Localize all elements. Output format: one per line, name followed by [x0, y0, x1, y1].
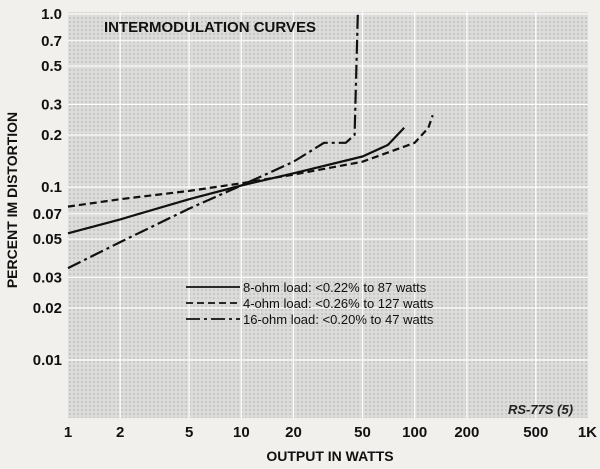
series-line-2: [67, 114, 434, 208]
x-tick-label: 200: [454, 424, 479, 441]
x-axis-ticks: 1 2 5 10 20 50 100 200 500 1K: [64, 424, 597, 441]
y-tick-label: 0.1: [41, 179, 62, 196]
y-tick-label: 0.07: [33, 206, 62, 223]
y-axis-ticks: 1.0 0.7 0.5 0.3 0.2 0.1 0.07 0.05 0.03 0.02 0.01: [33, 6, 62, 369]
y-axis-title: PERCENT IM DISTORTION: [4, 112, 20, 288]
y-tick-label: 1.0: [41, 6, 62, 23]
grid-lines: [68, 12, 588, 418]
legend-label: 8-ohm load: <0.22% to 87 watts: [243, 280, 427, 295]
legend-label: 16-ohm load: <0.20% to 47 watts: [243, 312, 434, 327]
chart-title: INTERMODULATION CURVES: [104, 19, 316, 36]
y-tick-label: 0.02: [33, 300, 62, 317]
figure-reference: RS-77S (5): [508, 402, 573, 417]
x-tick-label: 10: [233, 424, 250, 441]
x-tick-label: 2: [116, 424, 124, 441]
y-tick-label: 0.03: [33, 269, 62, 286]
legend-label: 4-ohm load: <0.26% to 127 watts: [243, 296, 434, 311]
x-tick-label: 50: [354, 424, 371, 441]
x-tick-label: 1: [64, 424, 72, 441]
y-tick-label: 0.2: [41, 127, 62, 144]
y-tick-label: 0.01: [33, 352, 62, 369]
y-tick-label: 0.05: [33, 231, 62, 248]
y-tick-label: 0.3: [41, 96, 62, 113]
x-axis-title: OUTPUT IN WATTS: [266, 448, 393, 464]
y-tick-label: 0.7: [41, 33, 62, 50]
x-tick-label: 500: [523, 424, 548, 441]
x-tick-label: 100: [402, 424, 427, 441]
series-line-3: [67, 13, 359, 270]
x-tick-label: 1K: [578, 424, 597, 441]
y-tick-label: 0.5: [41, 58, 62, 75]
x-tick-label: 5: [185, 424, 193, 441]
plot-area: [68, 12, 588, 418]
series-layer: [67, 13, 434, 270]
x-tick-label: 20: [285, 424, 302, 441]
